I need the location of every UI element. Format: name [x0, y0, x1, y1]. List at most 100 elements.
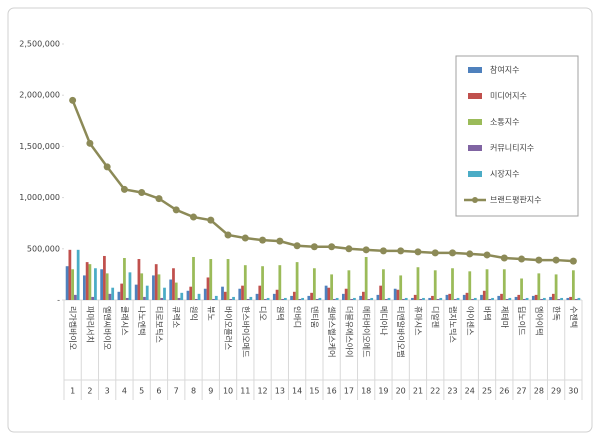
bar	[68, 249, 72, 300]
bar	[396, 289, 400, 300]
rank-label: 24	[465, 387, 475, 396]
x-tick-label: 랩지노믹스	[448, 306, 458, 343]
line-marker	[103, 163, 111, 171]
bar	[180, 292, 184, 300]
x-tick-label: 뷰노	[206, 306, 215, 321]
bar	[255, 293, 259, 300]
legend-swatch	[468, 145, 482, 151]
y-tick-label: 1,500,000	[19, 142, 60, 151]
legend-label: 참여지수	[490, 65, 519, 75]
bar	[364, 256, 368, 300]
legend-swatch	[468, 93, 482, 99]
line-marker	[190, 213, 197, 221]
bar	[82, 275, 86, 300]
rank-label: 17	[344, 387, 354, 396]
bar	[307, 295, 311, 300]
legend-label: 커뮤니티지수	[490, 143, 534, 153]
bar	[445, 294, 449, 300]
bar	[335, 297, 339, 300]
bar	[174, 282, 178, 300]
legend-label: 시장지수	[490, 169, 519, 179]
rank-label: 19	[378, 387, 388, 396]
x-tick-label: 아이센스	[465, 306, 475, 335]
line-marker	[379, 247, 387, 255]
bar	[221, 286, 224, 300]
bar	[177, 297, 181, 300]
bar	[206, 277, 210, 300]
rank-label: 10	[223, 387, 233, 396]
line-marker	[259, 236, 267, 244]
bar	[128, 272, 132, 300]
bar	[157, 274, 161, 300]
bar	[163, 287, 166, 300]
bar	[517, 294, 521, 300]
bar	[347, 270, 351, 300]
x-tick-label: 엘앤씨바이오	[103, 306, 113, 350]
rank-label: 7	[174, 387, 179, 396]
y-tick-label: 2,000,000	[19, 91, 60, 100]
bar	[505, 298, 509, 300]
bar	[557, 298, 561, 300]
chart-frame	[7, 7, 593, 433]
bar	[143, 296, 146, 300]
x-tick-label: 디오	[258, 306, 267, 321]
bar	[241, 285, 244, 300]
bar	[488, 298, 492, 300]
bar	[468, 271, 472, 300]
bar	[350, 298, 354, 300]
bar	[160, 297, 164, 300]
bar	[172, 268, 175, 300]
line-marker	[120, 185, 128, 193]
bar	[194, 298, 198, 300]
line-marker	[569, 257, 577, 265]
rank-label: 22	[430, 387, 440, 396]
line-marker	[138, 188, 146, 196]
bar	[74, 294, 77, 300]
line-marker	[483, 251, 491, 259]
bar	[238, 288, 242, 300]
line-marker	[86, 139, 94, 147]
rank-label: 16	[327, 387, 337, 396]
bar	[88, 264, 92, 300]
bar	[500, 293, 503, 300]
bar	[283, 297, 287, 300]
x-tick-label: 티앤알바이오팹	[396, 306, 406, 358]
rank-label: 6	[156, 387, 161, 396]
bar	[416, 267, 420, 300]
x-tick-label: 딥노이드	[517, 306, 527, 335]
bar	[197, 293, 201, 300]
bar	[534, 294, 538, 300]
bar	[281, 298, 284, 300]
bar	[422, 297, 425, 300]
y-tick-label: -	[57, 296, 60, 305]
x-tick-label: 바텍	[483, 306, 493, 321]
bar	[327, 287, 331, 300]
bar	[192, 256, 195, 300]
bar	[318, 297, 322, 300]
x-tick-label: 바이오플러스	[224, 306, 234, 350]
line-marker	[500, 254, 508, 262]
bar	[522, 298, 526, 300]
bar	[333, 298, 336, 300]
bar	[100, 269, 104, 300]
bar	[413, 294, 417, 300]
bar	[404, 297, 408, 300]
bar	[145, 285, 149, 300]
bar	[419, 298, 423, 300]
rank-label: 8	[191, 387, 196, 396]
bar	[229, 298, 233, 300]
rank-label: 25	[482, 387, 492, 396]
line-marker	[276, 237, 284, 245]
bar	[209, 259, 213, 300]
bar	[249, 296, 253, 300]
bar	[71, 269, 75, 300]
rank-label: 13	[275, 387, 285, 396]
bar	[465, 292, 469, 300]
bar	[554, 274, 558, 300]
bar	[344, 288, 348, 300]
bar	[301, 297, 305, 300]
bar	[108, 293, 112, 300]
bar	[353, 297, 356, 300]
rank-label: 20	[396, 387, 406, 396]
